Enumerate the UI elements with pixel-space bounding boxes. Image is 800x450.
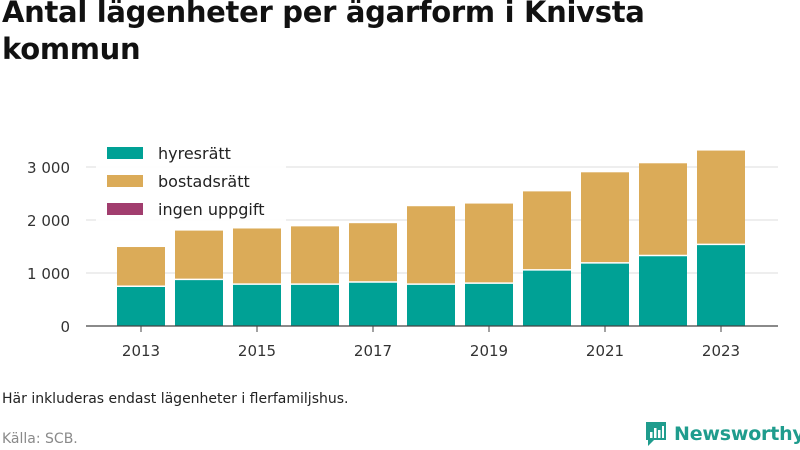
legend-label: ingen uppgift bbox=[158, 200, 265, 219]
x-tick-label: 2021 bbox=[586, 342, 624, 360]
legend-swatch bbox=[107, 147, 143, 159]
legend: hyresrätt bostadsrätt ingen uppgift bbox=[96, 140, 286, 224]
bar-hyresrätt bbox=[117, 286, 165, 326]
bar-bostadsrätt bbox=[233, 228, 281, 285]
bar-bostadsrätt bbox=[175, 230, 223, 280]
x-tick-label: 2015 bbox=[238, 342, 276, 360]
x-tick-label: 2013 bbox=[122, 342, 160, 360]
x-axis-ticks: 2013 2015 2017 2019 2021 2023 bbox=[122, 326, 740, 360]
bar-hyresrätt bbox=[349, 282, 397, 326]
x-tick-label: 2017 bbox=[354, 342, 392, 360]
bar-hyresrätt bbox=[639, 255, 687, 326]
source-note: Källa: SCB. bbox=[2, 431, 78, 447]
y-tick-label: 3 000 bbox=[27, 159, 70, 177]
bar-bostadsrätt bbox=[291, 226, 339, 285]
bar-hyresrätt bbox=[465, 283, 513, 326]
bars bbox=[117, 150, 745, 326]
bar-hyresrätt bbox=[523, 269, 571, 326]
bar-chart-logo-icon bbox=[646, 422, 666, 446]
bar-hyresrätt bbox=[291, 284, 339, 326]
bar-hyresrätt bbox=[175, 279, 223, 326]
y-tick-label: 0 bbox=[60, 318, 70, 336]
bar-bostadsrätt bbox=[523, 191, 571, 270]
chart-title: Antal lägenheter per ägarform i Knivsta … bbox=[2, 0, 645, 66]
bar-bostadsrätt bbox=[639, 163, 687, 256]
legend-label: bostadsrätt bbox=[158, 172, 250, 191]
legend-swatch bbox=[107, 203, 143, 215]
bar-hyresrätt bbox=[581, 262, 629, 326]
bar-bostadsrätt bbox=[697, 150, 745, 245]
y-tick-label: 1 000 bbox=[27, 265, 70, 283]
bar-hyresrätt bbox=[697, 244, 745, 326]
bar-bostadsrätt bbox=[349, 223, 397, 283]
bar-bostadsrätt bbox=[407, 206, 455, 285]
x-tick-label: 2019 bbox=[470, 342, 508, 360]
bar-hyresrätt bbox=[233, 284, 281, 326]
y-axis-ticks: 0 1 000 2 000 3 000 bbox=[27, 159, 70, 336]
x-tick-label: 2023 bbox=[702, 342, 740, 360]
legend-swatch bbox=[107, 175, 143, 187]
logo-text: Newsworthy bbox=[674, 423, 800, 445]
newsworthy-logo: Newsworthy bbox=[644, 419, 800, 449]
bar-bostadsrätt bbox=[465, 203, 513, 284]
bar-bostadsrätt bbox=[117, 247, 165, 287]
y-tick-label: 2 000 bbox=[27, 212, 70, 230]
bar-bostadsrätt bbox=[581, 172, 629, 263]
legend-label: hyresrätt bbox=[158, 144, 231, 163]
bar-hyresrätt bbox=[407, 284, 455, 326]
footnote: Här inkluderas endast lägenheter i flerf… bbox=[2, 391, 349, 407]
